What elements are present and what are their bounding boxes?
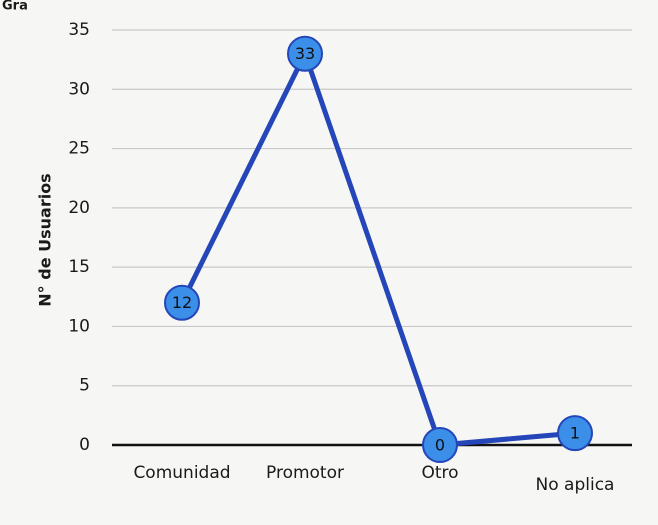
marker: [164, 284, 200, 321]
data-label: 1: [570, 424, 580, 443]
y-tick-label: 15: [68, 257, 90, 277]
x-tick-label: No aplica: [536, 475, 615, 495]
chart-title: Gra: [2, 0, 28, 14]
y-tick-label: 30: [68, 79, 90, 99]
marker: [287, 35, 323, 72]
y-tick-label: 0: [79, 435, 90, 455]
y-tick-label: 35: [68, 20, 90, 40]
y-tick-label: 25: [68, 139, 90, 159]
data-label: 12: [172, 293, 192, 312]
y-tick-label: 20: [68, 198, 90, 218]
marker: [422, 427, 458, 463]
data-line: [179, 51, 576, 448]
marker: [557, 415, 593, 452]
x-tick-label: Comunidad: [133, 463, 230, 483]
y-tick-label: 10: [68, 316, 90, 336]
data-label: 0: [435, 436, 445, 455]
x-tick-label: Otro: [421, 463, 458, 483]
data-label: 33: [295, 44, 315, 63]
x-tick-label: Promotor: [266, 463, 344, 483]
y-axis-label: N° de Usuarios: [36, 173, 55, 306]
y-tick-label: 5: [79, 376, 90, 396]
